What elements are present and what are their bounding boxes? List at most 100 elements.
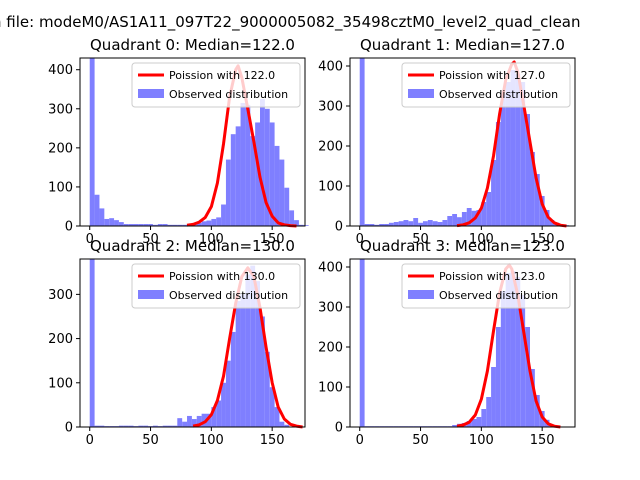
histogram-bar [471, 419, 477, 427]
histogram-bar [240, 102, 246, 226]
y-tick-label: 200 [318, 341, 343, 356]
histogram-bar [486, 192, 492, 226]
histogram-bar [437, 222, 443, 226]
histogram-bar [225, 360, 231, 427]
histogram-bar [369, 224, 375, 226]
x-tick-label: 100 [199, 232, 224, 247]
histogram-bar [461, 212, 467, 226]
legend-label-observed: Observed distribution [169, 289, 288, 302]
histogram-bar [393, 222, 399, 226]
histogram-bar [114, 220, 119, 226]
legend-bars-swatch [138, 290, 164, 299]
histogram-bar [235, 301, 241, 427]
histogram-bar [298, 224, 304, 226]
panel-3: 0 50 100 150 0 100 200 300 400 Quadrant 3: Median… [318, 237, 576, 448]
legend-label-observed: Observed distribution [439, 88, 558, 101]
histogram-bar [138, 425, 144, 427]
histogram-bar [201, 413, 207, 427]
histogram-bar [143, 425, 149, 427]
legend-label-fit: Poission with 127.0 [439, 69, 545, 82]
histogram-bar [515, 277, 521, 427]
histogram-bar [442, 220, 448, 226]
histogram-bar [500, 94, 506, 226]
histogram-bar [211, 407, 217, 427]
histogram-bar [486, 397, 492, 427]
histogram-bar [457, 217, 462, 226]
histogram-bar [89, 259, 95, 427]
histogram-bar [162, 425, 168, 427]
histogram-bar [172, 425, 178, 427]
histogram-bar [177, 418, 183, 427]
histogram-bar [520, 82, 526, 226]
histogram-bar [196, 415, 202, 427]
legend: Poission with 127.0 Observed distribution [401, 62, 571, 108]
y-tick-label: 200 [318, 140, 343, 155]
histogram-bar [452, 214, 458, 226]
histogram-bar [520, 295, 526, 427]
histogram-bar [118, 425, 124, 427]
histogram-bar [466, 421, 472, 427]
histogram-bar [384, 224, 389, 226]
legend-label-observed: Observed distribution [439, 289, 558, 302]
histogram-bar [379, 224, 385, 226]
histogram-bar [221, 204, 226, 226]
histogram-bar [216, 217, 222, 226]
histogram-bar [177, 224, 183, 226]
x-tick-label: 0 [356, 433, 364, 448]
histogram-bar [104, 218, 110, 226]
histogram-bar [148, 224, 153, 226]
histogram-bar [510, 271, 516, 427]
histogram-bar [162, 224, 168, 226]
y-tick-label: 200 [48, 141, 73, 156]
histogram-bar [191, 419, 197, 427]
histogram-bar [245, 104, 251, 226]
histogram-bar [94, 425, 100, 427]
histogram-bar [167, 224, 173, 226]
histogram-bar [109, 218, 115, 226]
panel-title: Quadrant 0: Median=122.0 [90, 36, 295, 54]
axes-frame [349, 258, 576, 428]
histogram-bar [274, 145, 280, 226]
histogram-bar [505, 82, 511, 226]
histogram-bar [225, 159, 231, 226]
histogram-bar [364, 224, 370, 226]
histogram-bar [255, 281, 260, 427]
histogram-bar [294, 220, 299, 226]
histogram-bar [476, 210, 482, 226]
histogram-bar [128, 425, 134, 427]
histogram-bar [260, 99, 265, 226]
histogram-bar [530, 369, 535, 427]
histogram-bar [196, 222, 202, 226]
histogram-bar [359, 58, 365, 226]
histogram-bar [255, 122, 260, 226]
legend-label-fit: Poission with 122.0 [169, 69, 275, 82]
histogram-bar [123, 425, 129, 427]
histogram-bar [94, 194, 100, 226]
histogram-bar [99, 425, 105, 427]
histogram-bar [418, 222, 423, 226]
histogram-bar [422, 221, 428, 226]
histogram-bar [476, 417, 482, 427]
x-tick-label: 150 [530, 232, 555, 247]
legend-bars-swatch [138, 89, 164, 98]
x-tick-label: 100 [469, 433, 494, 448]
histogram-bar [182, 421, 188, 427]
histogram-bar [491, 160, 496, 226]
histogram-bar [539, 196, 545, 226]
histogram-bar [510, 70, 516, 226]
y-tick-label: 100 [318, 381, 343, 396]
histogram-bar [274, 407, 280, 427]
histogram-bar [530, 152, 535, 226]
histogram-bar [123, 224, 129, 226]
histogram-bar [481, 202, 487, 226]
histogram-bar [284, 187, 290, 226]
x-tick-label: 50 [142, 433, 159, 448]
y-tick-label: 400 [318, 60, 343, 75]
histogram-bar [408, 221, 414, 226]
y-tick-label: 300 [48, 102, 73, 117]
histogram-bar [245, 274, 251, 427]
histogram-bar [279, 421, 285, 427]
x-tick-label: 0 [86, 232, 94, 247]
legend-box [401, 62, 571, 108]
